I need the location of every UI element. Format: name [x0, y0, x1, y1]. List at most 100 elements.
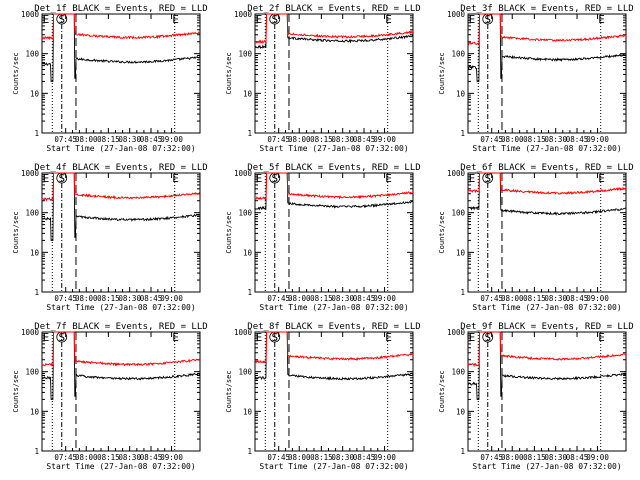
y-tick-label: 1: [34, 288, 39, 297]
marker-e: E: [385, 331, 392, 344]
y-tick-label: 100: [25, 368, 39, 377]
y-tick-label: 1: [460, 129, 465, 138]
x-tick-label: 09:00: [160, 453, 183, 462]
y-tick-label: 10: [243, 89, 253, 98]
x-tick-label: 09:00: [160, 135, 183, 144]
x-tick-label: 08:30: [544, 135, 567, 144]
y-tick-label: 100: [238, 209, 252, 218]
marker-e: E: [172, 331, 179, 344]
marker-e: E: [43, 172, 50, 185]
y-tick-label: 10: [243, 407, 253, 416]
series-lld-line: [41, 331, 201, 367]
marker-e: E: [598, 13, 605, 26]
marker-s: S: [58, 172, 65, 185]
plot-frame: [254, 172, 414, 293]
series-lld-line: [467, 13, 627, 46]
panel-1: Det_1f BLACK = Events, RED = LLD 1 10 100 10…: [12, 4, 208, 153]
x-tick-label: 09:00: [586, 453, 609, 462]
y-tick-label: 100: [451, 368, 465, 377]
y-tick-label: 100: [238, 368, 252, 377]
y-axis-label: Counts/sec: [225, 211, 233, 253]
marker-s: S: [484, 331, 491, 344]
panel-title: Det_7f BLACK = Events, RED = LLD: [34, 322, 207, 332]
plot-frame: [41, 331, 201, 452]
x-tick-label: 09:00: [373, 135, 396, 144]
panel-9: Det_9f BLACK = Events, RED = LLD 1 10 100 10…: [438, 322, 634, 471]
x-tick-label: 09:00: [160, 294, 183, 303]
x-tick-label: 09:00: [586, 135, 609, 144]
panel-title: Det_8f BLACK = Events, RED = LLD: [247, 322, 420, 332]
y-axis-label: Counts/sec: [438, 52, 446, 94]
y-tick-label: 10: [30, 248, 40, 257]
x-tick-label: 07:45: [54, 453, 77, 462]
x-tick-label: 08:00: [75, 294, 98, 303]
x-axis-label: Start Time (27-Jan-08 07:32:00): [259, 144, 408, 153]
y-axis-label: Counts/sec: [12, 211, 20, 253]
x-tick-label: 09:00: [373, 294, 396, 303]
x-tick-label: 08:15: [523, 294, 546, 303]
x-tick-label: 08:00: [288, 135, 311, 144]
y-tick-label: 1: [247, 288, 252, 297]
y-axis-label: Counts/sec: [438, 370, 446, 412]
marker-e: E: [43, 13, 50, 26]
x-axis-label: Start Time (27-Jan-08 07:32:00): [472, 144, 621, 153]
y-tick-label: 1000: [234, 328, 253, 337]
x-tick-label: 08:15: [310, 294, 333, 303]
x-tick-label: 08:00: [288, 294, 311, 303]
y-tick-label: 10: [30, 89, 40, 98]
y-axis-label: Counts/sec: [225, 52, 233, 94]
x-tick-label: 08:00: [501, 294, 524, 303]
marker-e: E: [598, 331, 605, 344]
x-tick-label: 09:00: [586, 294, 609, 303]
marker-s: S: [271, 172, 278, 185]
x-tick-label: 08:30: [118, 135, 141, 144]
x-tick-label: 07:45: [267, 135, 290, 144]
panel-title: Det_9f BLACK = Events, RED = LLD: [460, 322, 633, 332]
panel-title: Det_4f BLACK = Events, RED = LLD: [34, 163, 207, 173]
y-tick-label: 100: [25, 50, 39, 59]
x-tick-label: 08:45: [140, 294, 163, 303]
series-lld-line: [254, 172, 414, 201]
y-tick-label: 1000: [447, 169, 466, 178]
y-tick-label: 100: [451, 50, 465, 59]
plot-frame: [254, 13, 414, 134]
x-tick-label: 08:15: [310, 135, 333, 144]
x-tick-label: 08:45: [566, 294, 589, 303]
x-tick-label: 08:30: [331, 453, 354, 462]
y-tick-label: 1: [247, 129, 252, 138]
plot-frame: [254, 331, 414, 452]
marker-e: E: [469, 331, 476, 344]
x-tick-label: 08:30: [118, 294, 141, 303]
y-tick-label: 10: [456, 407, 466, 416]
y-tick-label: 10: [243, 248, 253, 257]
panel-title: Det_3f BLACK = Events, RED = LLD: [460, 4, 633, 14]
x-axis-label: Start Time (27-Jan-08 07:32:00): [46, 144, 195, 153]
panel-5: Det_5f BLACK = Events, RED = LLD 1 10 100 10…: [225, 163, 421, 312]
x-tick-label: 08:45: [353, 294, 376, 303]
y-tick-label: 10: [456, 89, 466, 98]
y-axis-label: Counts/sec: [225, 370, 233, 412]
marker-e: E: [469, 172, 476, 185]
x-axis-label: Start Time (27-Jan-08 07:32:00): [472, 303, 621, 312]
x-tick-label: 08:30: [544, 453, 567, 462]
marker-s: S: [271, 331, 278, 344]
x-tick-label: 08:00: [75, 135, 98, 144]
x-tick-label: 08:30: [331, 294, 354, 303]
marker-s: S: [271, 13, 278, 26]
series-lld-line: [467, 172, 627, 196]
x-tick-label: 08:30: [331, 135, 354, 144]
x-tick-label: 08:45: [353, 135, 376, 144]
x-tick-label: 08:30: [118, 453, 141, 462]
x-tick-label: 07:45: [267, 294, 290, 303]
plot-frame: [467, 13, 627, 134]
plot-frame: [467, 331, 627, 452]
series-lld-line: [467, 331, 627, 368]
y-tick-label: 1000: [234, 10, 253, 19]
x-tick-label: 08:00: [75, 453, 98, 462]
y-tick-label: 1000: [21, 328, 40, 337]
x-tick-label: 08:30: [544, 294, 567, 303]
plot-frame: [41, 172, 201, 293]
marker-s: S: [58, 331, 65, 344]
series-lld-line: [41, 172, 201, 202]
